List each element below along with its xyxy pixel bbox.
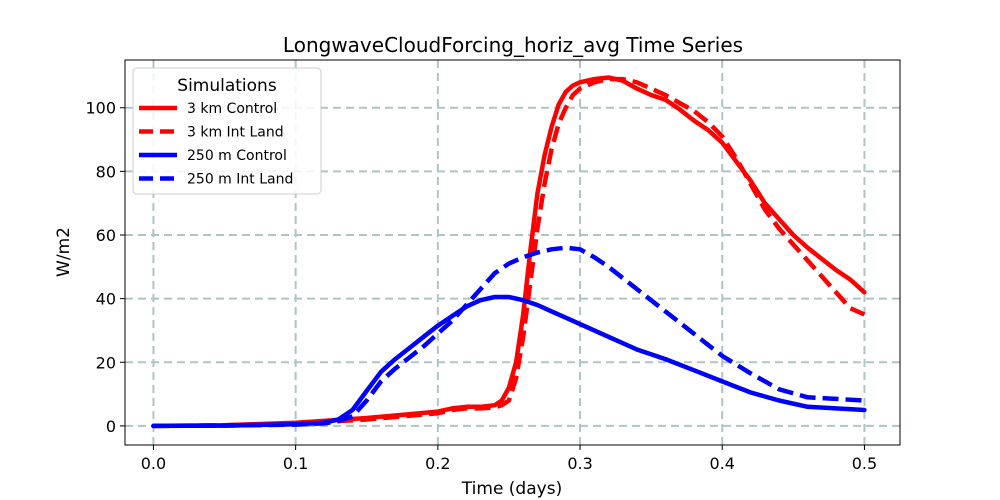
legend-title: Simulations (177, 76, 277, 96)
x-tick-label: 0.0 (141, 454, 166, 473)
y-tick-label: 40 (96, 290, 116, 309)
y-tick-label: 20 (96, 353, 116, 372)
x-tick-label: 0.5 (852, 454, 877, 473)
y-axis-ticks: 0 20 40 60 80 100 (85, 99, 125, 436)
legend-entries: 3 km Control 3 km Int Land 250 m Control 25… (139, 101, 293, 188)
series-line-3-km-int-land (153, 76, 866, 429)
legend-box (132, 67, 322, 195)
y-axis-label: W/m2 (54, 227, 74, 277)
x-axis-ticks: 0.0 0.1 0.2 0.3 0.4 0.5 (141, 445, 877, 473)
plot-area-frame (124, 59, 901, 446)
series-lines (151, 75, 867, 429)
x-tick-label: 0.1 (283, 454, 308, 473)
x-tick-label: 0.4 (710, 454, 735, 473)
legend: Simulations 3 km Control 3 km Int Land 250… (132, 67, 322, 195)
series-line-250-m-int-land (153, 245, 865, 429)
legend-label-3-km-int-land: 3 km Int Land (187, 125, 284, 141)
y-tick-label: 0 (106, 417, 116, 436)
x-tick-label: 0.2 (425, 454, 450, 473)
y-tick-label: 80 (96, 162, 116, 181)
y-tick-label: 60 (96, 226, 116, 245)
legend-label-250-m-control: 250 m Control (187, 148, 287, 164)
x-axis-label: Time (days) (461, 479, 562, 499)
x-tick-label: 0.3 (567, 454, 592, 473)
legend-label-250-m-int-land: 250 m Int Land (187, 172, 293, 188)
chart-title: LongwaveCloudForcing_horiz_avg Time Seri… (283, 33, 743, 57)
y-tick-label: 100 (85, 99, 116, 118)
legend-label-3-km-control: 3 km Control (187, 101, 277, 117)
series-line-250-m-control (151, 294, 867, 429)
